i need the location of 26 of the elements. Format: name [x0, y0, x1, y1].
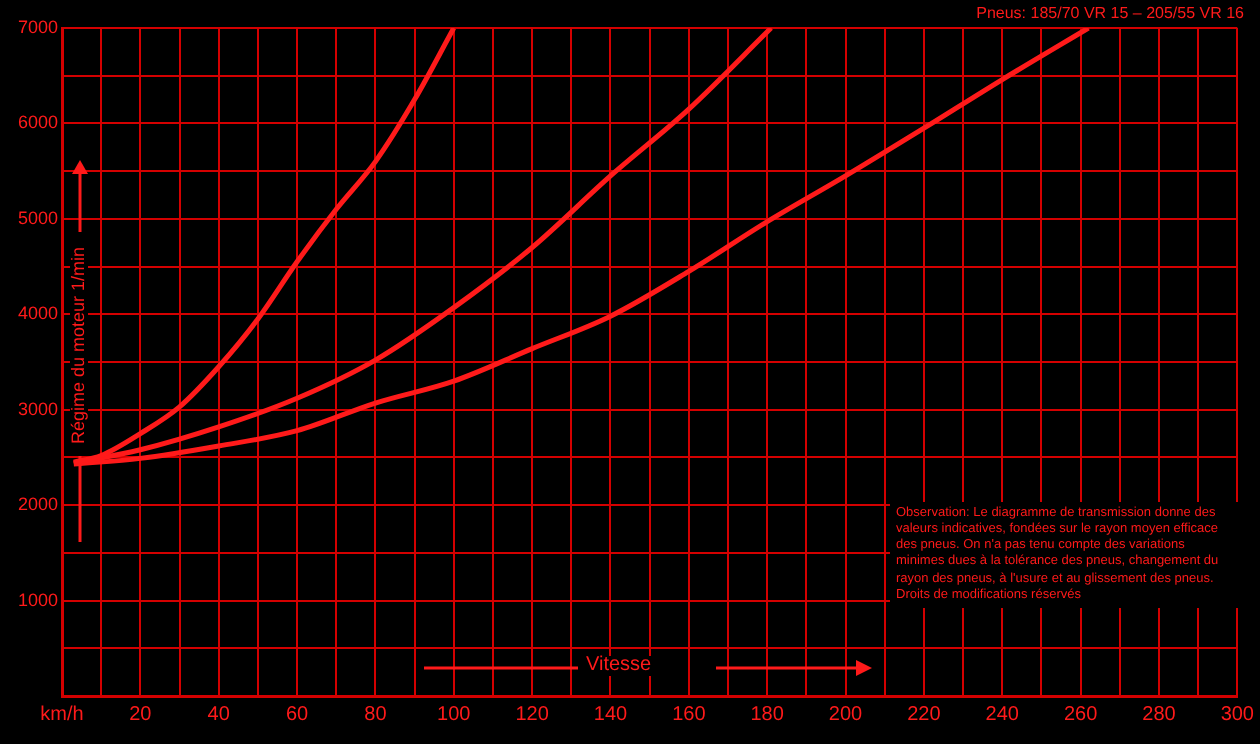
x-tick-label: km/h [40, 703, 84, 726]
x-tick-label: 300 [1220, 703, 1255, 726]
x-tick-label: 60 [285, 703, 310, 726]
y-tick-label: 1000 [17, 589, 58, 610]
x-tick-label: 20 [129, 703, 153, 726]
x-tick-label: 80 [364, 703, 388, 726]
x-axis-title: Vitesse [580, 654, 658, 676]
x-tick-label: 100 [437, 703, 472, 726]
y-tick-label: 6000 [17, 112, 58, 133]
chart-title: Pneus: 185/70 VR 15 – 205/55 VR 16 [976, 4, 1244, 22]
y-tick-label: 2000 [17, 494, 58, 515]
x-tick-label: 260 [1063, 703, 1099, 726]
x-tick-label: 240 [985, 703, 1020, 726]
x-tick-label: 120 [515, 703, 550, 726]
x-tick-label: 200 [828, 703, 864, 726]
x-tick-label: 220 [907, 703, 942, 726]
x-tick-label: 280 [1142, 703, 1177, 726]
y-tick-label: 5000 [17, 207, 58, 228]
y-axis-title: Régime du moteur 1/min [68, 242, 88, 448]
x-tick-label: 140 [593, 703, 629, 726]
y-tick-label: 4000 [17, 303, 58, 324]
y-tick-label: 7000 [17, 16, 58, 37]
y-tick-label: 3000 [17, 398, 58, 419]
x-tick-label: 180 [750, 703, 785, 726]
x-tick-label: 160 [672, 703, 707, 726]
x-tick-label: 40 [207, 703, 231, 726]
